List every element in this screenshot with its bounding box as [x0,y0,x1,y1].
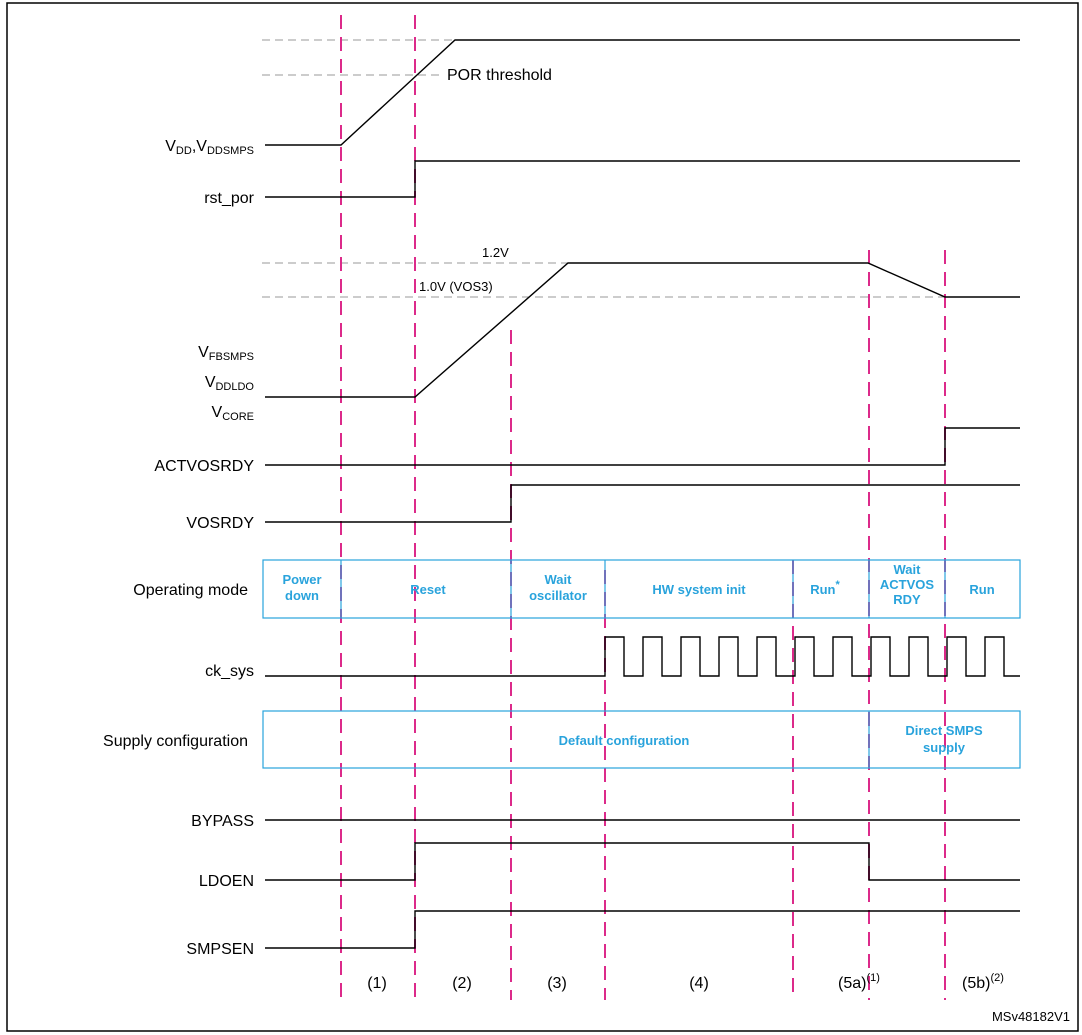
v10-label: 1.0V (VOS3) [419,279,493,294]
operating-mode-frame [262,559,1021,619]
phase-label-4: (4) [689,975,709,992]
mode-run: Run [969,582,994,597]
supply-config-frame [262,710,1021,769]
ldoen-waveform [265,842,1020,881]
vosrdy-label: VOSRDY [186,515,254,532]
vdd-label: VDD,VDDSMPS [165,138,254,157]
vdd-waveform [265,39,1020,146]
waveforms [265,39,1020,949]
diagram-border [6,2,1079,1032]
phase-markers [340,15,946,1000]
operating-mode-box [262,559,1021,619]
ldoen-label: LDOEN [199,873,254,890]
vosrdy-waveform [265,484,1020,523]
bypass-label: BYPASS [191,813,254,830]
ck-sys-waveform [265,636,1020,677]
supply-default: Default configuration [559,733,690,748]
phase-label-2: (2) [452,975,472,992]
smpsen-label: SMPSEN [186,941,254,958]
supply-config-label: Supply configuration [103,733,248,750]
smpsen-waveform [265,910,1020,949]
threshold-lines [262,39,1020,298]
mode-run-star: Run* [810,579,840,597]
ck-sys-label: ck_sys [205,663,254,680]
v12-label: 1.2V [482,245,509,260]
por-threshold-label: POR threshold [447,67,552,84]
operating-mode-label: Operating mode [133,582,248,599]
rst-por-waveform [265,160,1020,198]
vcore-label: VCORE [212,404,254,423]
mode-wait-actvosrdy: Wait ACTVOS RDY [880,562,935,607]
vddldo-label: VDDLDO [205,374,255,393]
actvosrdy-label: ACTVOSRDY [154,458,254,475]
supply-config-box [262,710,1021,769]
phase-label-1: (1) [367,975,387,992]
phase-label-3: (3) [547,975,567,992]
supply-direct-smps: Direct SMPS supply [905,723,983,755]
reference-id: MSv48182V1 [992,1009,1070,1024]
rst-por-label: rst_por [204,190,254,207]
mode-wait-oscillator: Wait oscillator [529,572,587,603]
vcore-waveform [265,262,1020,398]
phase-label-5b: (5b)(2) [962,972,1004,992]
mode-power-down: Power down [282,572,321,603]
phase-label-5a: (5a)(1) [838,972,880,992]
vfbsmps-label: VFBSMPS [198,344,254,363]
actvosrdy-waveform [265,427,1020,466]
mode-hw-system-init: HW system init [652,582,746,597]
mode-reset: Reset [410,582,446,597]
